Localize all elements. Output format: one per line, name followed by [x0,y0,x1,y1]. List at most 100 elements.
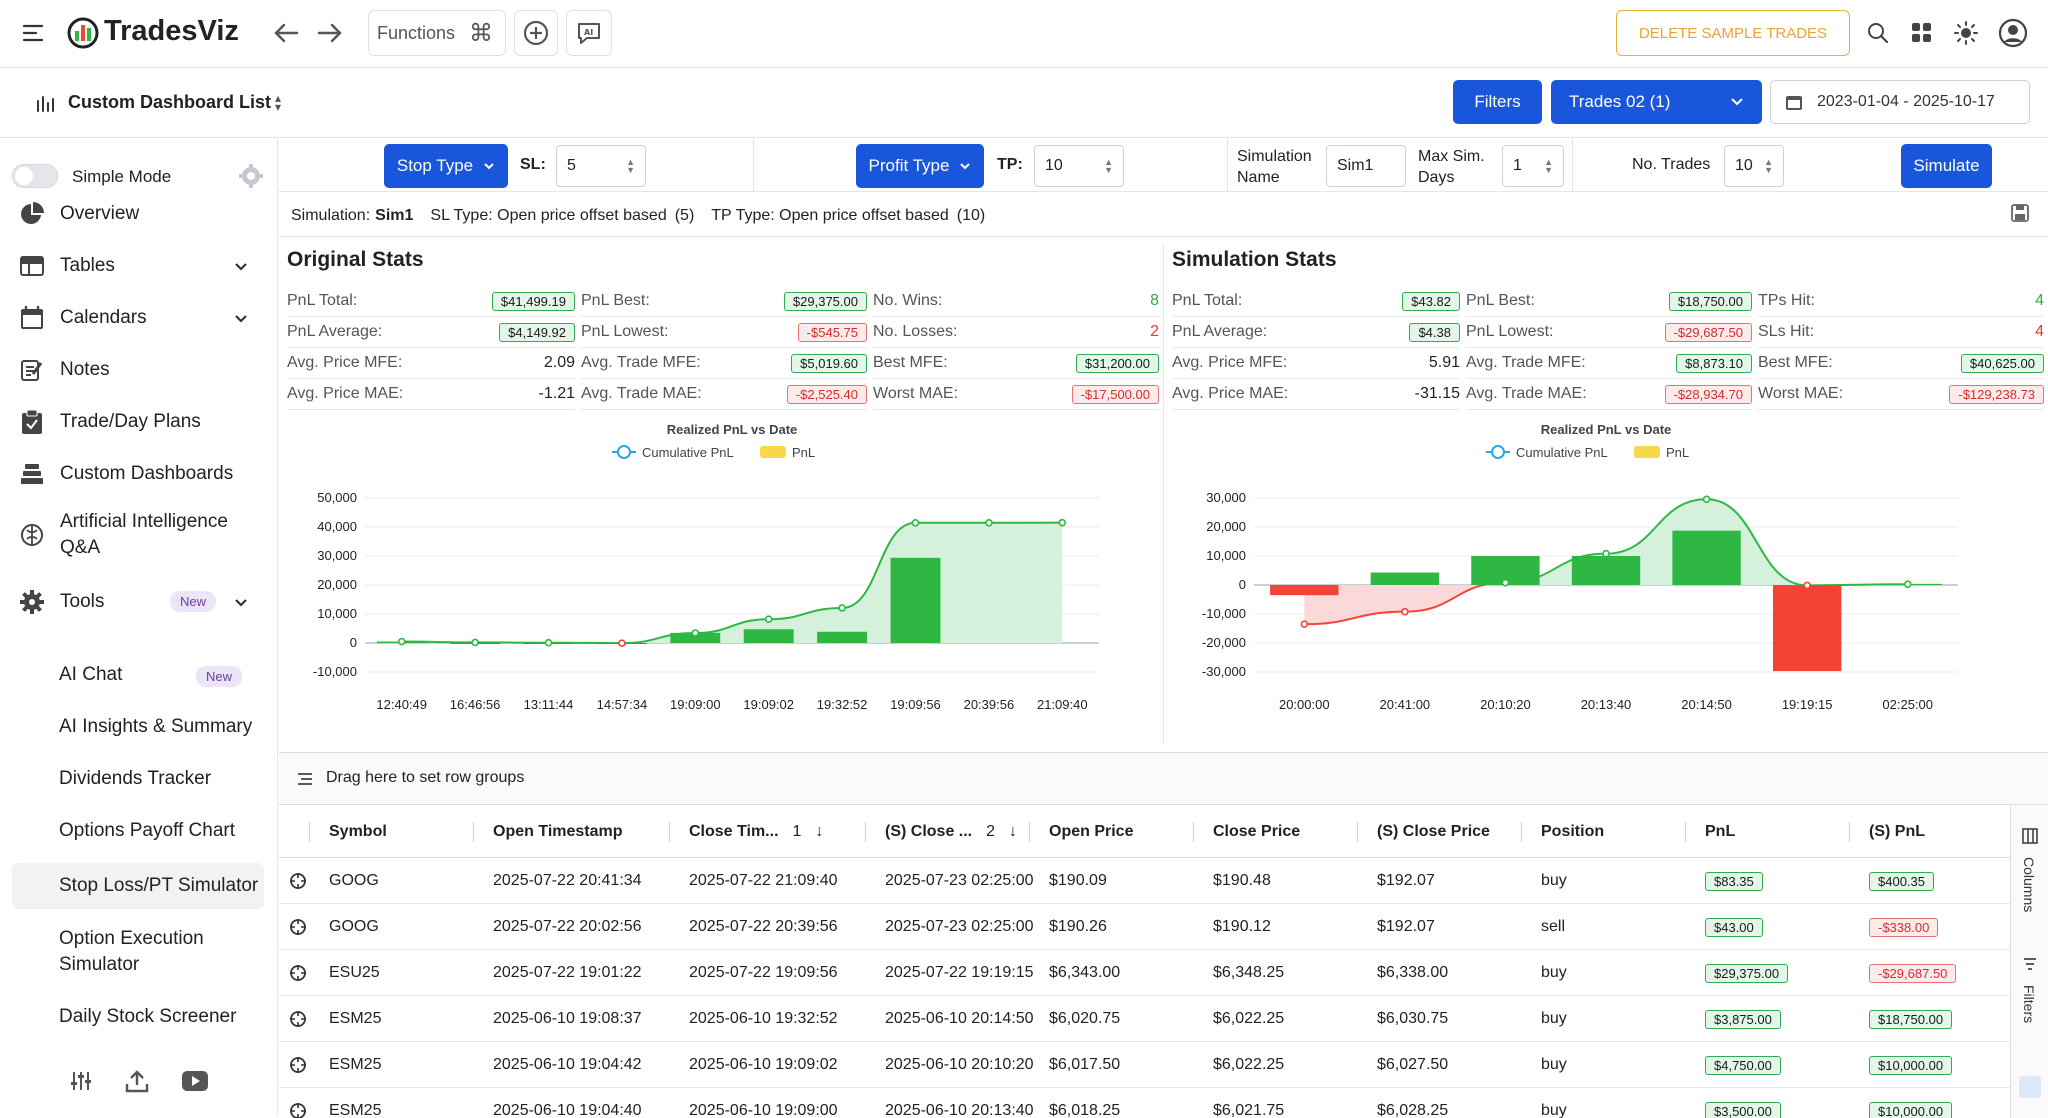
profit-type-dropdown[interactable]: Profit Type [856,144,984,188]
column-header[interactable]: Position [1541,806,1681,858]
row-group-panel[interactable]: Drag here to set row groups [279,753,2048,805]
pnl-bar[interactable] [1270,585,1338,595]
cumulative-point[interactable] [1402,609,1408,615]
tp-input[interactable]: 10 ▲▼ [1034,145,1124,187]
stepper-icon[interactable]: ▲▼ [626,158,635,174]
column-header[interactable]: Symbol [329,806,469,858]
delete-sample-trades-button[interactable]: DELETE SAMPLE TRADES [1616,10,1850,56]
sidebar-item-option-execution[interactable]: Option Execution Simulator [59,926,259,978]
legend-label-cumulative[interactable]: Cumulative PnL [642,445,734,460]
filters-tool-button[interactable]: Filters [2019,956,2041,1046]
pnl-bar[interactable] [1371,573,1439,585]
legend-label-pnl[interactable]: PnL [1666,445,1689,460]
functions-button[interactable]: Functions ⌘ [368,10,506,56]
simple-mode-toggle[interactable] [12,164,58,188]
sidebar-item-trade-day-plans[interactable]: Trade/Day Plans [0,400,270,444]
sidebar-item-tools[interactable]: Tools New [0,580,270,624]
cumulative-point[interactable] [766,616,772,622]
save-icon[interactable] [2011,204,2029,222]
pnl-bar[interactable] [1773,585,1841,671]
cumulative-point[interactable] [1905,581,1911,587]
filters-button[interactable]: Filters [1453,80,1542,124]
row-target-icon[interactable] [289,904,307,950]
forward-arrow-icon[interactable] [316,20,344,46]
pnl-bar[interactable] [817,632,867,643]
column-header[interactable]: Close Tim...1↓ [689,806,861,858]
column-header[interactable]: (S) Close Price [1377,806,1517,858]
youtube-icon[interactable] [182,1071,208,1091]
column-header[interactable]: Open Price [1049,806,1189,858]
back-arrow-icon[interactable] [272,20,300,46]
sl-input[interactable]: 5 ▲▼ [556,145,646,187]
sidebar-item-options-payoff[interactable]: Options Payoff Chart [59,820,235,842]
sidebar-item-dividends-tracker[interactable]: Dividends Tracker [59,768,211,790]
add-circle-button[interactable] [514,10,558,56]
date-range-picker[interactable]: 2023-01-04 - 2025-10-17 [1770,80,2030,124]
no-trades-input[interactable]: 10 ▲▼ [1724,145,1784,187]
cumulative-point[interactable] [1059,520,1065,526]
hamburger-menu-icon[interactable] [22,22,44,44]
trades-select[interactable]: Trades 02 (1) [1551,80,1762,124]
stepper-icon[interactable]: ▲▼ [1764,158,1773,174]
sidebar-item-notes[interactable]: Notes [0,348,270,392]
cumulative-point[interactable] [913,520,919,526]
cumulative-point[interactable] [619,640,625,646]
cumulative-point[interactable] [472,639,478,645]
dashboard-list-title[interactable]: Custom Dashboard List [68,92,271,113]
column-header[interactable]: (S) PnL [1869,806,2002,858]
columns-tool-button[interactable]: Columns [2019,828,2041,928]
cumulative-point[interactable] [1603,551,1609,557]
sim-name-input[interactable]: Sim1 [1326,145,1406,187]
stepper-icon[interactable]: ▲▼ [1104,158,1113,174]
cumulative-point[interactable] [839,605,845,611]
sidebar-item-ai-chat[interactable]: AI Chat [59,664,122,686]
sidebar-item-stop-loss-simulator[interactable]: Stop Loss/PT Simulator [12,863,264,909]
panel-filter-icon[interactable] [2019,1076,2041,1098]
ai-chat-button[interactable]: AI [566,10,612,56]
row-target-icon[interactable] [289,996,307,1042]
sliders-icon[interactable] [70,1070,92,1092]
legend-label-cumulative[interactable]: Cumulative PnL [1516,445,1608,460]
theme-toggle-icon[interactable] [1954,21,1978,45]
column-header[interactable]: PnL [1705,806,1845,858]
sidebar-item-tables[interactable]: Tables [0,244,270,288]
row-target-icon[interactable] [289,950,307,996]
cumulative-point[interactable] [546,640,552,646]
cumulative-point[interactable] [1502,580,1508,586]
stepper-icon[interactable]: ▲▼ [1544,158,1553,174]
sidebar-item-custom-dashboards[interactable]: Custom Dashboards [0,452,270,496]
pnl-bar[interactable] [1672,531,1740,585]
cumulative-point[interactable] [1704,496,1710,502]
cumulative-point[interactable] [692,630,698,636]
settings-gear-icon[interactable] [238,163,264,189]
row-target-icon[interactable] [289,1088,307,1118]
cumulative-point[interactable] [986,520,992,526]
sidebar-item-daily-screener[interactable]: Daily Stock Screener [59,1006,236,1028]
cumulative-point[interactable] [399,639,405,645]
row-target-icon[interactable] [289,858,307,904]
user-avatar-icon[interactable] [1998,18,2028,48]
pnl-bar[interactable] [1572,556,1640,585]
sidebar-item-ai-qa[interactable]: Artificial Intelligence Q&A [0,504,270,566]
simulate-button[interactable]: Simulate [1901,144,1992,188]
apps-grid-icon[interactable] [1911,22,1933,44]
sort-toggle-icon[interactable]: ▴▾ [275,94,281,112]
column-header[interactable]: Open Timestamp [493,806,665,858]
upload-icon[interactable] [125,1069,149,1093]
cumulative-point[interactable] [1804,582,1810,588]
sidebar-item-ai-insights[interactable]: AI Insights & Summary [59,716,252,738]
max-days-input[interactable]: 1 ▲▼ [1502,145,1564,187]
sidebar-item-overview[interactable]: Overview [0,192,270,236]
cumulative-point[interactable] [1301,621,1307,627]
legend-label-pnl[interactable]: PnL [792,445,815,460]
stop-type-dropdown[interactable]: Stop Type [384,144,508,188]
sidebar-item-calendars[interactable]: Calendars [0,296,270,340]
pnl-bar[interactable] [744,629,794,643]
column-header[interactable]: (S) Close ...2↓ [885,806,1025,858]
row-target-icon[interactable] [289,1042,307,1088]
